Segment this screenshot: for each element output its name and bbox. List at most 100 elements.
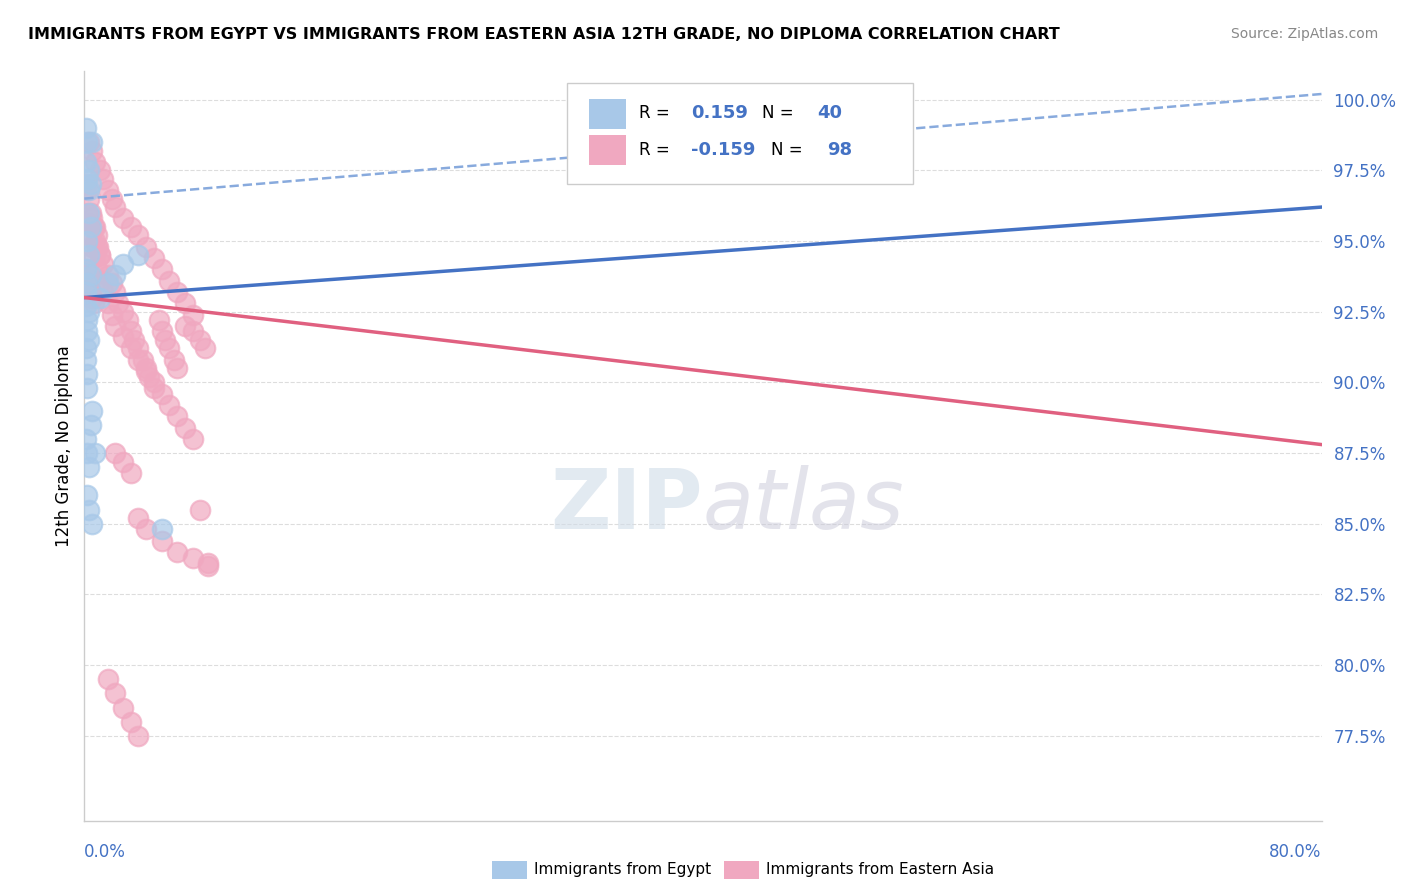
Point	[82, 403, 104, 417]
Point	[87, 240, 110, 254]
Text: 0.159: 0.159	[690, 103, 748, 121]
Point	[77, 277, 100, 291]
Point	[104, 446, 127, 460]
Point	[159, 274, 180, 288]
Text: N =: N =	[762, 103, 794, 121]
Point	[76, 367, 98, 381]
Point	[77, 333, 100, 347]
Point	[86, 240, 108, 254]
Point	[77, 183, 100, 197]
FancyBboxPatch shape	[589, 99, 626, 129]
Point	[76, 277, 98, 291]
FancyBboxPatch shape	[589, 135, 626, 165]
Text: 0.0%: 0.0%	[84, 843, 127, 862]
Point	[163, 352, 186, 367]
Point	[194, 342, 217, 356]
Point	[197, 559, 219, 574]
Point	[148, 313, 170, 327]
Point	[77, 304, 100, 318]
Point	[79, 228, 101, 243]
Text: 40: 40	[817, 103, 842, 121]
Point	[79, 285, 101, 299]
Text: -0.159: -0.159	[690, 141, 755, 159]
Point	[112, 257, 135, 271]
Point	[181, 325, 204, 339]
Point	[83, 251, 105, 265]
Point	[96, 277, 118, 291]
Point	[107, 296, 129, 310]
Point	[76, 325, 98, 339]
Point	[77, 135, 100, 149]
Text: 80.0%: 80.0%	[1270, 843, 1322, 862]
Point	[143, 251, 166, 265]
Point	[84, 154, 107, 169]
FancyBboxPatch shape	[567, 83, 914, 184]
Point	[79, 219, 101, 234]
Point	[120, 342, 142, 356]
Point	[77, 502, 100, 516]
Point	[112, 330, 135, 344]
Point	[150, 325, 173, 339]
Point	[76, 313, 98, 327]
Text: IMMIGRANTS FROM EGYPT VS IMMIGRANTS FROM EASTERN ASIA 12TH GRADE, NO DIPLOMA COR: IMMIGRANTS FROM EGYPT VS IMMIGRANTS FROM…	[28, 27, 1060, 42]
Point	[120, 714, 142, 729]
Point	[166, 361, 188, 376]
Point	[104, 268, 127, 282]
Text: R =: R =	[638, 141, 669, 159]
Point	[96, 183, 118, 197]
Point	[83, 296, 105, 310]
Point	[143, 376, 166, 390]
Text: Immigrants from Egypt: Immigrants from Egypt	[534, 863, 711, 877]
Text: Source: ZipAtlas.com: Source: ZipAtlas.com	[1230, 27, 1378, 41]
Point	[77, 248, 100, 262]
Text: N =: N =	[770, 141, 803, 159]
Point	[76, 135, 98, 149]
Point	[79, 205, 101, 219]
Point	[174, 318, 197, 333]
Point	[86, 262, 108, 277]
Point	[91, 171, 114, 186]
Text: R =: R =	[638, 103, 669, 121]
Point	[84, 219, 107, 234]
Point	[96, 296, 118, 310]
Point	[75, 352, 97, 367]
Point	[150, 262, 173, 277]
Point	[75, 120, 97, 135]
Point	[166, 285, 188, 299]
Point	[76, 268, 98, 282]
Point	[96, 673, 118, 687]
Point	[138, 369, 160, 384]
Point	[75, 299, 97, 313]
Point	[82, 135, 104, 149]
Point	[127, 511, 149, 525]
Point	[76, 234, 98, 248]
Point	[75, 154, 97, 169]
Point	[76, 171, 98, 186]
Point	[135, 240, 157, 254]
Point	[135, 364, 157, 378]
Point	[159, 398, 180, 412]
Point	[127, 248, 149, 262]
Point	[77, 163, 100, 178]
Point	[82, 516, 104, 531]
Point	[127, 729, 149, 743]
Point	[112, 454, 135, 468]
Point	[117, 313, 139, 327]
Point	[96, 268, 118, 282]
Point	[86, 228, 108, 243]
Text: Immigrants from Eastern Asia: Immigrants from Eastern Asia	[766, 863, 994, 877]
Point	[197, 557, 219, 571]
Point	[82, 291, 104, 305]
Point	[76, 183, 98, 197]
Point	[166, 409, 188, 424]
Point	[82, 144, 104, 158]
Point	[181, 432, 204, 446]
Point	[127, 342, 149, 356]
Point	[181, 550, 204, 565]
Point	[89, 291, 111, 305]
Point	[75, 285, 97, 299]
Point	[75, 262, 97, 277]
Point	[77, 205, 100, 219]
Point	[112, 304, 135, 318]
Point	[150, 533, 173, 548]
